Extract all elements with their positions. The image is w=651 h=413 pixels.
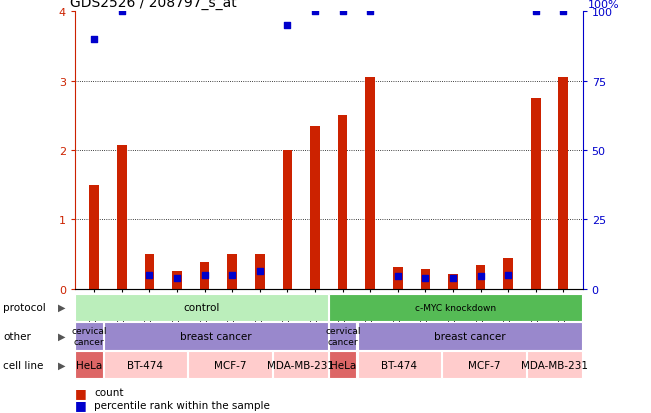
Bar: [442, 351, 525, 379]
Text: cervical
cancer: cervical cancer: [325, 327, 361, 346]
Bar: [227, 254, 237, 289]
Bar: [200, 263, 210, 289]
Bar: [503, 258, 513, 289]
Bar: [329, 351, 356, 379]
Bar: [310, 126, 320, 289]
Point: [365, 9, 376, 16]
Bar: [448, 274, 458, 289]
Text: count: count: [94, 387, 124, 397]
Bar: [338, 116, 348, 289]
Text: ■: ■: [75, 398, 87, 411]
Bar: [393, 267, 402, 289]
Text: other: other: [3, 331, 31, 341]
Point: [448, 275, 458, 282]
Text: breast cancer: breast cancer: [434, 331, 506, 341]
Bar: [476, 265, 486, 289]
Text: control: control: [184, 302, 220, 312]
Point: [172, 275, 182, 282]
Text: MDA-MB-231: MDA-MB-231: [521, 360, 588, 370]
Point: [475, 273, 486, 280]
Bar: [104, 323, 328, 350]
Bar: [145, 254, 154, 289]
Text: HeLa: HeLa: [76, 360, 102, 370]
Point: [199, 272, 210, 278]
Point: [503, 272, 514, 278]
Bar: [283, 151, 292, 289]
Bar: [531, 99, 540, 289]
Text: MDA-MB-231: MDA-MB-231: [267, 360, 334, 370]
Text: percentile rank within the sample: percentile rank within the sample: [94, 400, 270, 410]
Point: [282, 23, 292, 30]
Text: ■: ■: [75, 386, 87, 399]
Point: [337, 9, 348, 16]
Bar: [188, 351, 271, 379]
Bar: [76, 351, 102, 379]
Text: ▶: ▶: [58, 302, 66, 312]
Bar: [357, 323, 582, 350]
Bar: [255, 254, 264, 289]
Bar: [365, 78, 375, 289]
Bar: [172, 272, 182, 289]
Point: [89, 37, 100, 43]
Bar: [76, 294, 328, 321]
Text: MCF-7: MCF-7: [214, 360, 246, 370]
Bar: [527, 351, 582, 379]
Point: [117, 9, 127, 16]
Point: [393, 273, 403, 280]
Point: [255, 268, 265, 275]
Text: MCF-7: MCF-7: [467, 360, 500, 370]
Bar: [89, 185, 99, 289]
Text: protocol: protocol: [3, 302, 46, 312]
Text: cervical
cancer: cervical cancer: [71, 327, 107, 346]
Y-axis label: 100%: 100%: [588, 0, 619, 9]
Point: [144, 272, 154, 278]
Bar: [357, 351, 441, 379]
Bar: [559, 78, 568, 289]
Point: [531, 9, 541, 16]
Point: [310, 9, 320, 16]
Bar: [421, 270, 430, 289]
Text: cell line: cell line: [3, 360, 44, 370]
Bar: [273, 351, 328, 379]
Bar: [76, 323, 102, 350]
Text: GDS2526 / 208797_s_at: GDS2526 / 208797_s_at: [70, 0, 236, 10]
Text: BT-474: BT-474: [128, 360, 163, 370]
Text: ▶: ▶: [58, 331, 66, 341]
Text: breast cancer: breast cancer: [180, 331, 252, 341]
Text: HeLa: HeLa: [330, 360, 356, 370]
Bar: [104, 351, 187, 379]
Bar: [117, 145, 126, 289]
Point: [227, 272, 238, 278]
Text: BT-474: BT-474: [381, 360, 417, 370]
Bar: [329, 294, 582, 321]
Text: c-MYC knockdown: c-MYC knockdown: [415, 303, 496, 312]
Point: [420, 275, 430, 282]
Bar: [329, 323, 356, 350]
Text: ▶: ▶: [58, 360, 66, 370]
Point: [558, 9, 568, 16]
